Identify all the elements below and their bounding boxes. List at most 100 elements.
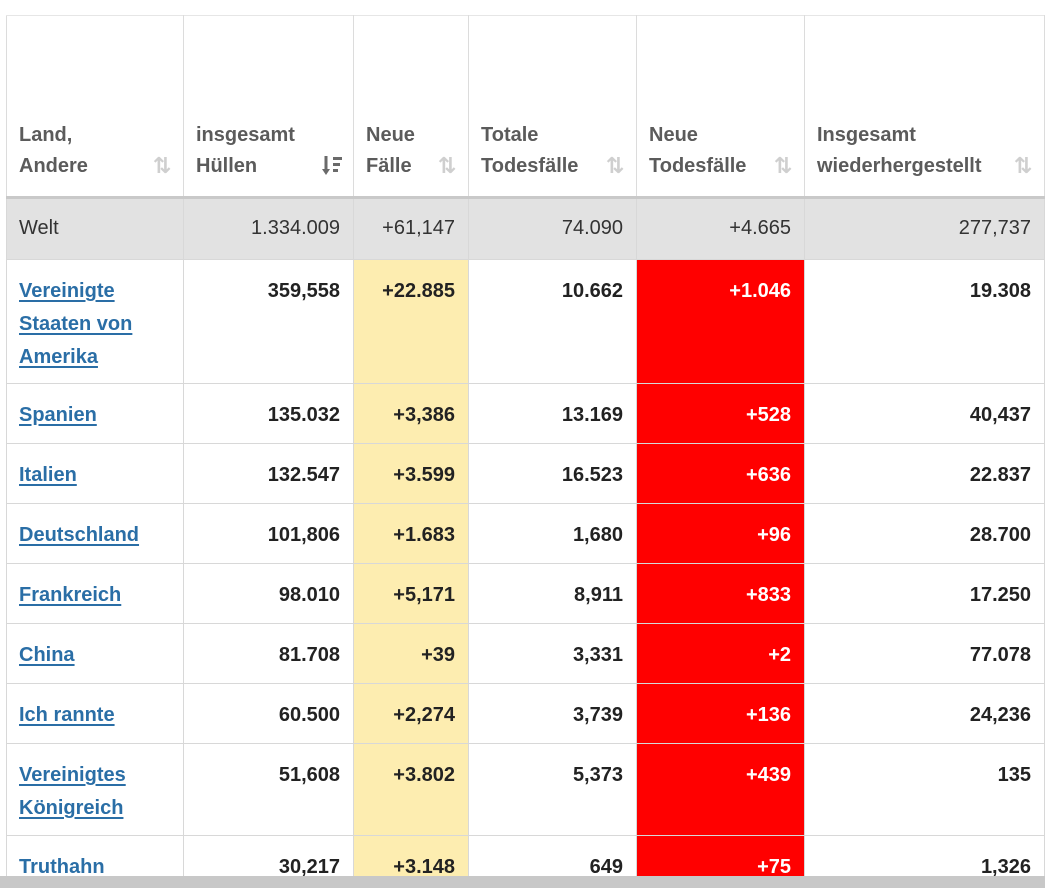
new-cases-cell: +61,147 [353, 197, 469, 260]
total-recovered-cell: 22.837 [804, 443, 1045, 504]
new-deaths-cell: +96 [636, 503, 805, 564]
table-row: Vereinigtes Königreich 51,608 +3.802 5,373 +… [6, 743, 1045, 836]
country-cell: Italien [6, 443, 184, 504]
new-deaths-cell: +439 [636, 743, 805, 836]
country-cell: Truthahn [6, 835, 184, 876]
table-row: Truthahn 30,217 +3.148 649 +75 1,326 [6, 835, 1045, 876]
header-line: Todesfälle [649, 155, 747, 177]
table-row: Vereinigte Staaten von Amerika 359,558 +22… [6, 259, 1045, 384]
table-row: China 81.708 +39 3,331 +2 77.078 [6, 623, 1045, 684]
column-header-new-cases[interactable]: Neue Fälle ⇅ [353, 15, 469, 199]
total-cases-cell: 30,217 [183, 835, 354, 876]
header-row: Land, Andere ⇅ insgesamt Hüllen [6, 15, 1045, 199]
column-header-total-cases[interactable]: insgesamt Hüllen [183, 15, 354, 199]
total-recovered-cell: 19.308 [804, 259, 1045, 384]
total-deaths-cell: 3,739 [468, 683, 637, 744]
country-link[interactable]: Italien [19, 464, 77, 486]
country-link[interactable]: Vereinigtes Königreich [19, 764, 126, 819]
country-link[interactable]: Vereinigte Staaten von Amerika [19, 280, 133, 368]
country-link[interactable]: China [19, 644, 75, 666]
new-deaths-cell: +2 [636, 623, 805, 684]
new-cases-cell: +3.802 [353, 743, 469, 836]
new-deaths-cell: +636 [636, 443, 805, 504]
total-deaths-cell: 1,680 [468, 503, 637, 564]
total-deaths-cell: 8,911 [468, 563, 637, 624]
sort-arrows-icon[interactable]: ⇅ [152, 153, 172, 178]
new-cases-cell: +2,274 [353, 683, 469, 744]
sort-arrows-icon[interactable]: ⇅ [605, 153, 625, 178]
total-deaths-cell: 10.662 [468, 259, 637, 384]
country-link[interactable]: Truthahn [19, 856, 105, 876]
total-recovered-cell: 1,326 [804, 835, 1045, 876]
total-recovered-cell: 28.700 [804, 503, 1045, 564]
header-line: Neue [366, 124, 415, 146]
total-cases-cell: 359,558 [183, 259, 354, 384]
total-cases-cell: 135.032 [183, 383, 354, 444]
header-line: Hüllen [196, 155, 258, 177]
new-cases-cell: +3.599 [353, 443, 469, 504]
horizontal-scrollbar[interactable] [0, 876, 1045, 888]
total-recovered-cell: 24,236 [804, 683, 1045, 744]
table-row: Frankreich 98.010 +5,171 8,911 +833 17.250 [6, 563, 1045, 624]
country-link[interactable]: Deutschland [19, 524, 140, 546]
covid-stats-table: Land, Andere ⇅ insgesamt Hüllen [6, 15, 1045, 876]
table-row: Deutschland 101,806 +1.683 1,680 +96 28.700 [6, 503, 1045, 564]
total-deaths-cell: 649 [468, 835, 637, 876]
new-deaths-cell: +136 [636, 683, 805, 744]
new-cases-cell: +1.683 [353, 503, 469, 564]
new-deaths-cell: +4.665 [636, 197, 805, 260]
total-cases-cell: 51,608 [183, 743, 354, 836]
country-cell: Ich rannte [6, 683, 184, 744]
total-recovered-cell: 17.250 [804, 563, 1045, 624]
total-cases-cell: 132.547 [183, 443, 354, 504]
new-cases-cell: +5,171 [353, 563, 469, 624]
total-deaths-cell: 74.090 [468, 197, 637, 260]
total-deaths-cell: 13.169 [468, 383, 637, 444]
new-cases-cell: +39 [353, 623, 469, 684]
new-cases-cell: +3.148 [353, 835, 469, 876]
country-cell: Frankreich [6, 563, 184, 624]
country-cell: Deutschland [6, 503, 184, 564]
table-header: Land, Andere ⇅ insgesamt Hüllen [6, 15, 1045, 199]
header-line: Totale [481, 124, 539, 146]
table-body: Welt 1.334.009 +61,147 74.090 +4.665 277… [6, 197, 1045, 876]
total-recovered-cell: 77.078 [804, 623, 1045, 684]
new-cases-cell: +22.885 [353, 259, 469, 384]
country-cell: China [6, 623, 184, 684]
header-line: Todesfälle [481, 155, 579, 177]
column-header-new-deaths[interactable]: Neue Todesfälle ⇅ [636, 15, 805, 199]
sort-arrows-icon[interactable]: ⇅ [437, 153, 457, 178]
new-deaths-cell: +833 [636, 563, 805, 624]
country-cell: Vereinigtes Königreich [6, 743, 184, 836]
header-line: Land, [19, 124, 73, 146]
total-deaths-cell: 5,373 [468, 743, 637, 836]
header-line: Fälle [366, 155, 412, 177]
total-deaths-cell: 16.523 [468, 443, 637, 504]
column-header-country[interactable]: Land, Andere ⇅ [6, 15, 184, 199]
sort-desc-active-icon[interactable] [321, 153, 343, 179]
sort-arrows-icon[interactable]: ⇅ [1013, 153, 1033, 178]
column-header-total-deaths[interactable]: Totale Todesfälle ⇅ [468, 15, 637, 199]
total-recovered-cell: 135 [804, 743, 1045, 836]
total-cases-cell: 98.010 [183, 563, 354, 624]
total-recovered-cell: 277,737 [804, 197, 1045, 260]
header-line: Andere [19, 155, 88, 177]
country-link[interactable]: Spanien [19, 404, 97, 426]
sort-arrows-icon[interactable]: ⇅ [773, 153, 793, 178]
new-deaths-cell: +1.046 [636, 259, 805, 384]
header-line: Insgesamt [817, 124, 916, 146]
header-line: Neue [649, 124, 698, 146]
total-deaths-cell: 3,331 [468, 623, 637, 684]
country-link[interactable]: Ich rannte [19, 704, 115, 726]
new-deaths-cell: +528 [636, 383, 805, 444]
table-row: Spanien 135.032 +3,386 13.169 +528 40,437 [6, 383, 1045, 444]
table-row: Italien 132.547 +3.599 16.523 +636 22.837 [6, 443, 1045, 504]
column-header-total-recovered[interactable]: Insgesamt wiederhergestellt ⇅ [804, 15, 1045, 199]
total-cases-cell: 81.708 [183, 623, 354, 684]
country-cell: Spanien [6, 383, 184, 444]
total-cases-cell: 1.334.009 [183, 197, 354, 260]
country-link[interactable]: Frankreich [19, 584, 122, 606]
table-row: Ich rannte 60.500 +2,274 3,739 +136 24,236 [6, 683, 1045, 744]
new-cases-cell: +3,386 [353, 383, 469, 444]
